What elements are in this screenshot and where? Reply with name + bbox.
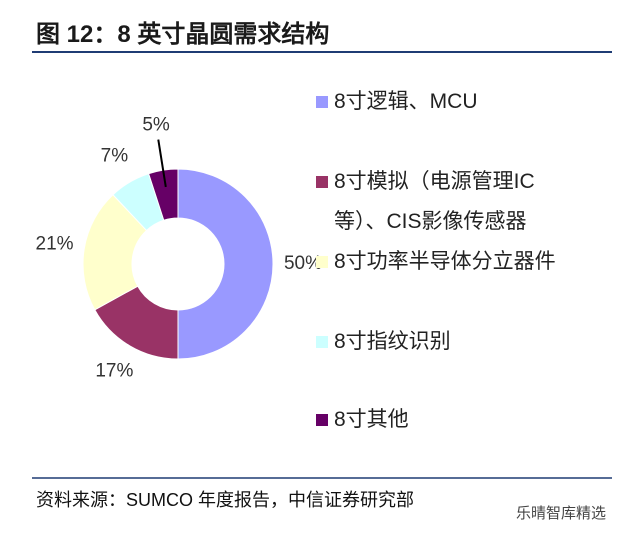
- source-note: 资料来源：SUMCO 年度报告，中信证券研究部: [36, 490, 414, 510]
- data-label: 5%: [142, 115, 170, 136]
- legend-swatch: [316, 176, 328, 188]
- legend-entry: 8寸逻辑、MCU: [316, 82, 566, 122]
- legend-swatch: [316, 96, 328, 108]
- legend-entry: 8寸其他: [316, 400, 566, 440]
- legend-label: 8寸功率半导体分立器件: [334, 250, 556, 273]
- donut-slice: [177, 168, 274, 360]
- leader-line: [157, 139, 167, 188]
- legend-label: 8寸其他: [334, 408, 409, 431]
- legend-label: 8寸模拟（电源管理IC等）、CIS影像传感器: [334, 170, 535, 233]
- legend-entry: 8寸功率半导体分立器件: [316, 242, 566, 282]
- data-label: 50%: [284, 253, 322, 274]
- legend-entry: 8寸指纹识别: [316, 322, 566, 362]
- legend-swatch: [316, 336, 328, 348]
- donut-slice: [148, 168, 179, 221]
- legend-entry: 8寸模拟（电源管理IC等）、CIS影像传感器: [316, 162, 566, 242]
- legend-label: 8寸指纹识别: [334, 330, 451, 353]
- legend-swatch: [316, 414, 328, 426]
- data-label: 21%: [36, 233, 74, 254]
- watermark: 乐晴智库精选: [516, 505, 607, 522]
- legend-swatch: [316, 256, 328, 268]
- data-label: 7%: [101, 145, 129, 166]
- data-label: 17%: [95, 361, 133, 382]
- chart-title: 图 12：8 英寸晶圆需求结构: [36, 21, 330, 48]
- legend-label: 8寸逻辑、MCU: [334, 90, 478, 113]
- donut-slice: [82, 194, 148, 311]
